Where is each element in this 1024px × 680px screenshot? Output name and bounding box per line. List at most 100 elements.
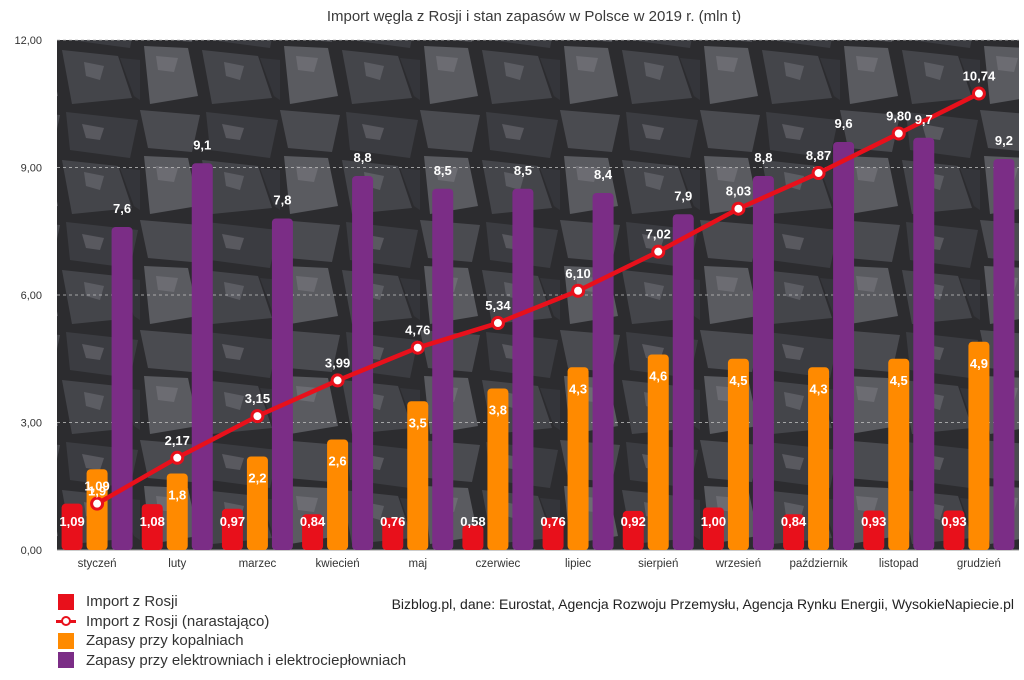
cumulative-point bbox=[571, 283, 586, 298]
y-tick-label: 6,00 bbox=[21, 290, 42, 302]
source-note: Bizblog.pl, dane: Eurostat, Agencja Rozw… bbox=[391, 596, 1014, 612]
bar-import bbox=[462, 525, 484, 550]
bar-value-label: 9,2 bbox=[995, 133, 1013, 148]
legend-item: Import z Rosji bbox=[58, 592, 406, 612]
data-labels: 1,09 1,08 0,97 0,84 0,76 0,58 0,76 0,92 1,00 0,84… bbox=[59, 69, 1013, 529]
y-tick-label: 0,00 bbox=[21, 545, 42, 557]
bar-mine-stocks bbox=[407, 401, 429, 550]
bar-mine-stocks bbox=[888, 358, 910, 550]
bar-import bbox=[61, 503, 83, 550]
bar-mine-stocks bbox=[166, 473, 188, 550]
bar-plant-stocks bbox=[432, 188, 454, 550]
bar-value-label: 4,5 bbox=[890, 373, 908, 388]
cumulative-value-label: 3,99 bbox=[325, 355, 350, 370]
bar-value-label: 0,84 bbox=[781, 514, 807, 529]
bars bbox=[61, 137, 1015, 550]
cumulative-point bbox=[811, 166, 826, 181]
bar-value-label: 0,93 bbox=[861, 514, 886, 529]
cumulative-value-label: 3,15 bbox=[245, 391, 270, 406]
cumulative-point bbox=[891, 126, 906, 141]
cumulative-value-label: 5,34 bbox=[485, 298, 511, 313]
cumulative-point bbox=[731, 201, 746, 216]
bar-value-label: 3,8 bbox=[489, 403, 507, 418]
bar-value-label: 1,08 bbox=[140, 514, 165, 529]
bar-value-label: 8,5 bbox=[514, 163, 532, 178]
bar-mine-stocks bbox=[808, 367, 830, 550]
legend-swatch-cumulative bbox=[56, 613, 76, 629]
bar-plant-stocks bbox=[672, 214, 694, 550]
bar-value-label: 0,84 bbox=[300, 514, 326, 529]
bar-plant-stocks bbox=[833, 142, 855, 550]
cumulative-value-label: 6,10 bbox=[565, 266, 590, 281]
bar-mine-stocks bbox=[727, 358, 749, 550]
bar-plant-stocks bbox=[271, 218, 293, 550]
cumulative-line bbox=[90, 86, 986, 511]
x-category-label: czerwiec bbox=[476, 558, 521, 570]
cumulative-value-label: 10,74 bbox=[963, 69, 996, 84]
bar-value-label: 1,8 bbox=[168, 488, 186, 503]
bar-value-label: 8,8 bbox=[754, 150, 772, 165]
cumulative-point bbox=[250, 409, 265, 424]
bar-plant-stocks bbox=[512, 188, 534, 550]
cumulative-value-label: 8,87 bbox=[806, 148, 831, 163]
bar-value-label: 9,6 bbox=[835, 116, 853, 131]
legend: Import z Rosji Import z Rosji (narastają… bbox=[56, 592, 406, 671]
legend-swatch-mine-stocks bbox=[58, 632, 74, 649]
legend-label: Import z Rosji bbox=[86, 593, 178, 611]
cumulative-value-label: 2,17 bbox=[165, 433, 190, 448]
x-category-label: sierpień bbox=[638, 558, 678, 570]
bar-import bbox=[783, 514, 805, 550]
legend-label: Zapasy przy elektrowniach i elektrociepł… bbox=[86, 651, 407, 669]
bar-value-label: 0,97 bbox=[220, 514, 245, 529]
x-category-label: luty bbox=[168, 558, 186, 570]
legend-item: Import z Rosji (narastająco) bbox=[56, 612, 406, 632]
bar-value-label: 0,58 bbox=[460, 514, 485, 529]
cumulative-point bbox=[330, 373, 345, 388]
bar-value-label: 9,7 bbox=[915, 112, 933, 127]
cumulative-value-label: 7,02 bbox=[646, 227, 671, 242]
bar-import bbox=[141, 504, 163, 550]
cumulative-line-path bbox=[95, 91, 980, 506]
chart: Import węgla z Rosji i stan zapasów w Po… bbox=[14, 8, 1019, 570]
bar-plant-stocks bbox=[191, 163, 213, 550]
x-category-label: wrzesień bbox=[715, 558, 761, 570]
x-category-label: styczeń bbox=[78, 558, 117, 570]
bar-value-label: 1,00 bbox=[701, 514, 726, 529]
bar-plant-stocks bbox=[752, 176, 774, 550]
y-tick-label: 3,00 bbox=[21, 418, 42, 430]
bar-value-label: 4,3 bbox=[569, 381, 587, 396]
bar-import bbox=[542, 517, 564, 550]
bar-value-label: 4,9 bbox=[970, 356, 988, 371]
cumulative-point bbox=[90, 496, 105, 511]
bar-value-label: 4,3 bbox=[810, 381, 828, 396]
bar-plant-stocks bbox=[592, 193, 614, 550]
cumulative-point bbox=[490, 316, 505, 331]
bar-value-label: 7,8 bbox=[273, 193, 291, 208]
bar-value-label: 2,6 bbox=[329, 454, 347, 469]
bar-plant-stocks bbox=[913, 137, 935, 550]
cumulative-value-label: 4,76 bbox=[405, 323, 430, 338]
legend-item: Zapasy przy elektrowniach i elektrociepł… bbox=[58, 651, 406, 671]
x-axis-categories: styczeń luty marzec kwiecień maj czerwiec lipi… bbox=[78, 558, 1001, 570]
y-axis-ticks: 0,00 3,00 6,00 9,00 12,00 bbox=[14, 35, 42, 557]
cumulative-point bbox=[651, 244, 666, 259]
chart-title: Import węgla z Rosji i stan zapasów w Po… bbox=[327, 8, 741, 25]
bar-value-label: 2,2 bbox=[248, 471, 266, 486]
bar-import bbox=[622, 510, 644, 550]
legend-swatch-import bbox=[58, 593, 74, 610]
bar-plant-stocks bbox=[993, 159, 1015, 550]
bar-value-label: 1,09 bbox=[59, 514, 84, 529]
bar-value-label: 4,6 bbox=[649, 369, 667, 384]
bar-plant-stocks bbox=[352, 176, 374, 550]
legend-swatch-plant-stocks bbox=[58, 652, 74, 669]
x-category-label: maj bbox=[408, 558, 427, 570]
bar-mine-stocks bbox=[487, 388, 509, 550]
bar-import bbox=[302, 514, 324, 550]
x-category-label: marzec bbox=[239, 558, 277, 570]
bar-mine-stocks bbox=[327, 439, 349, 550]
bar-mine-stocks bbox=[968, 341, 990, 550]
bar-value-label: 8,8 bbox=[354, 150, 372, 165]
bar-value-label: 0,76 bbox=[540, 514, 565, 529]
cumulative-point bbox=[971, 86, 986, 101]
bar-value-label: 9,1 bbox=[193, 137, 211, 152]
